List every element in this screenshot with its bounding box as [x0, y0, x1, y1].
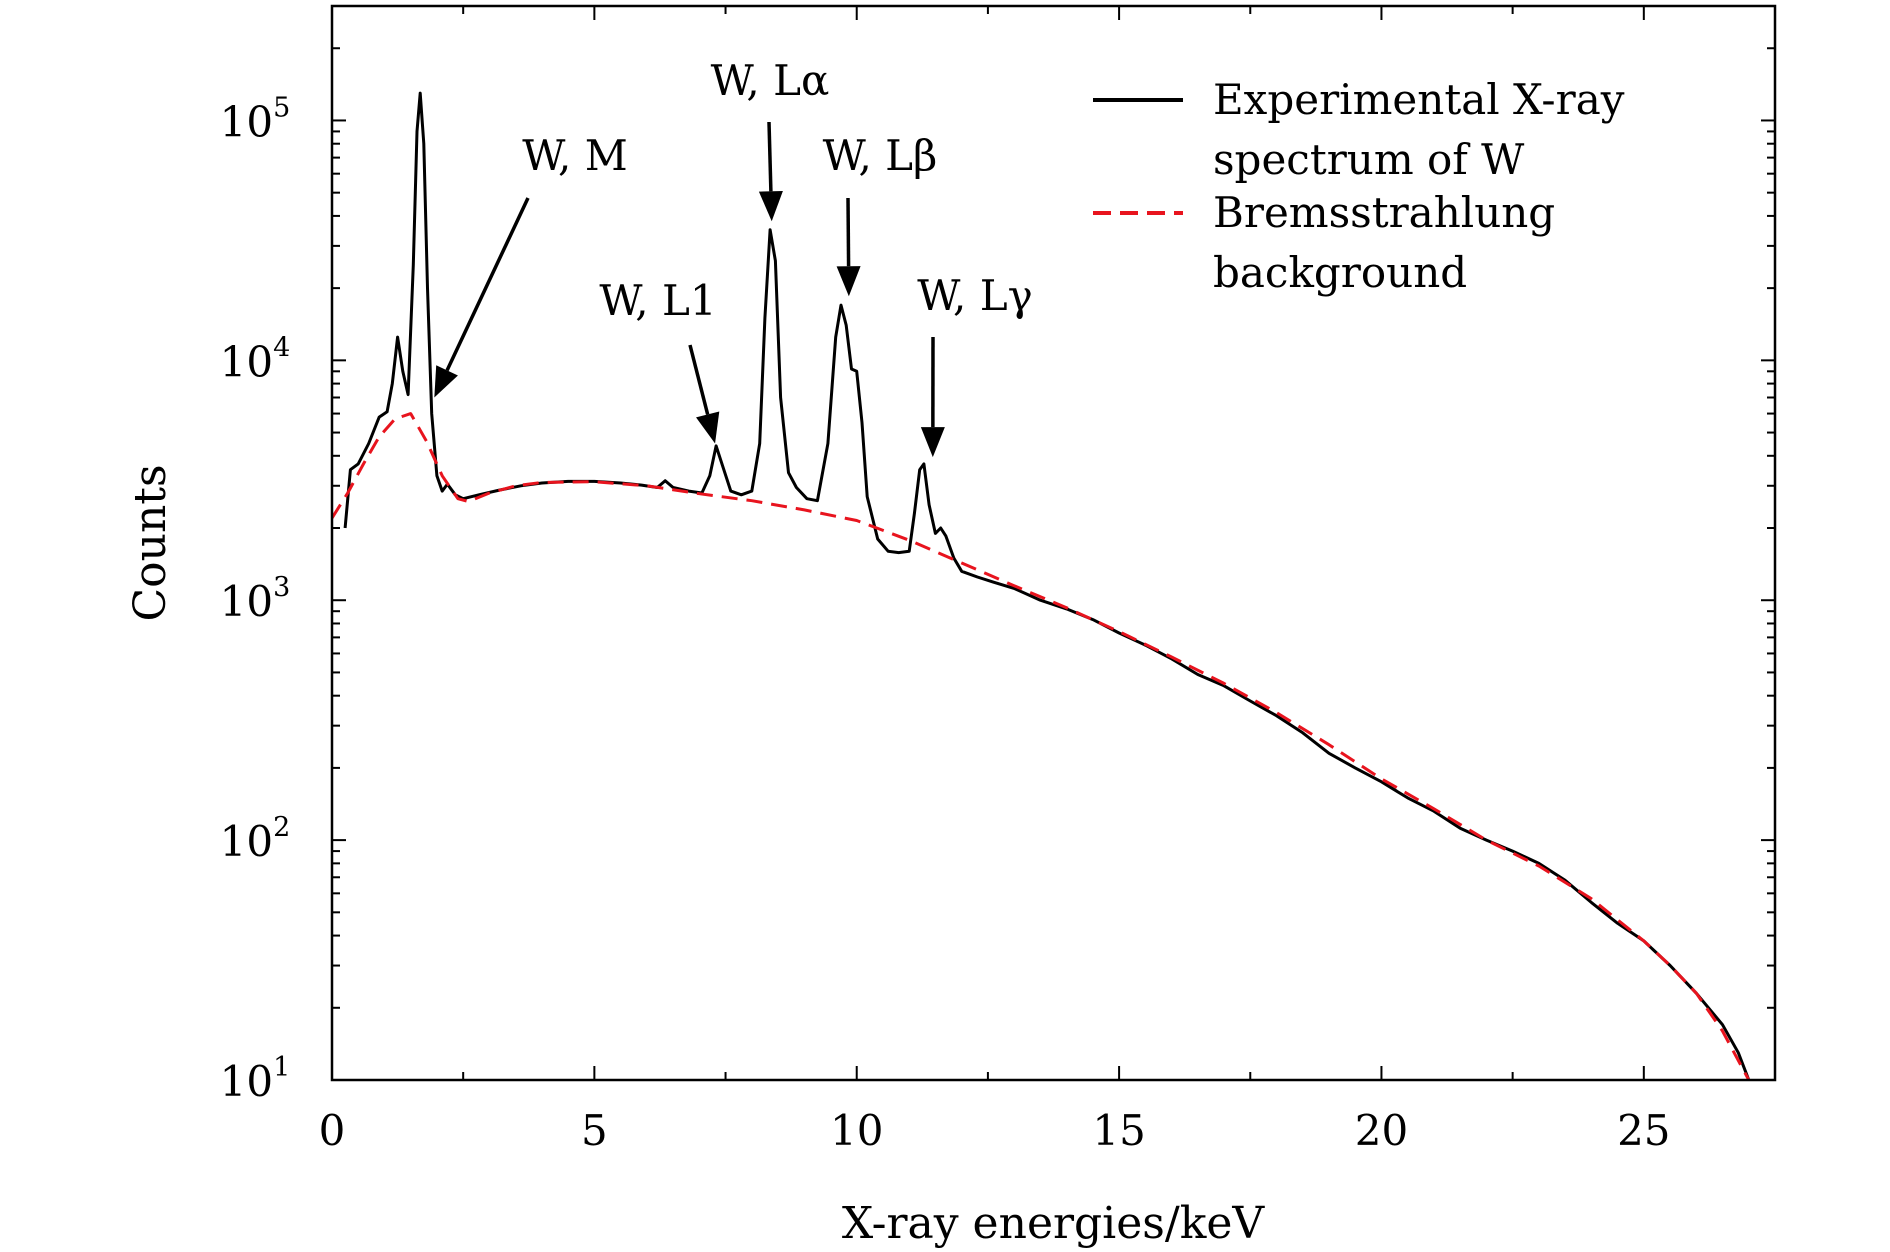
annotation-arrow-shaft	[767, 121, 773, 192]
y-tick-label: 102	[220, 812, 291, 866]
y-axis-label: Counts	[125, 464, 176, 621]
series-line-1	[332, 412, 1751, 1080]
legend-label-bremsstrahlung-1: Bremsstrahlung	[1213, 188, 1555, 237]
series-line-0	[343, 91, 1751, 1080]
annotation-arrow-head	[696, 411, 720, 444]
x-tick-label: 25	[1617, 1106, 1670, 1155]
y-tick-label: 104	[220, 332, 291, 386]
annotation-label: W, M	[522, 131, 628, 180]
series-layer	[332, 91, 1751, 1080]
annotation-label: W, Lγ	[917, 271, 1033, 320]
tick-labels: 0 5 10 15 20 25 101 102 103 104 105	[220, 92, 1671, 1155]
x-tick-label: 5	[581, 1106, 608, 1155]
y-tick-label: 103	[220, 572, 291, 626]
annotation-arrow-shaft	[445, 197, 530, 372]
plot-frame	[330, 4, 1777, 1082]
legend-label-bremsstrahlung-2: background	[1213, 248, 1467, 297]
x-axis-label: X-ray energies/keV	[842, 1198, 1266, 1249]
axis-ticks	[331, 5, 1776, 1081]
annotation-label: W, Lα	[711, 56, 830, 105]
x-tick-label: 20	[1355, 1106, 1408, 1155]
annotation-arrow-head	[434, 365, 458, 398]
annotation-arrow-shaft	[846, 197, 851, 267]
x-tick-label: 15	[1092, 1106, 1145, 1155]
annotation-arrow-head	[758, 190, 783, 222]
y-tick-label: 101	[220, 1052, 291, 1106]
annotation-label: W, L1	[599, 276, 716, 325]
x-tick-label: 0	[319, 1106, 346, 1155]
annotation-arrow-head	[920, 427, 945, 458]
peak-annotations: W, M W, L1 W, Lα W, Lβ W, Lγ	[434, 56, 1033, 458]
annotation-arrow-head	[836, 266, 861, 297]
legend-label-experimental-2: spectrum of W	[1213, 135, 1525, 184]
x-tick-label: 10	[830, 1106, 883, 1155]
legend: Experimental X-ray spectrum of W Bremsst…	[1093, 75, 1625, 297]
annotation-arrow-shaft	[688, 344, 710, 415]
y-tick-label: 105	[220, 92, 291, 146]
legend-label-experimental-1: Experimental X-ray	[1213, 75, 1625, 124]
annotation-label: W, Lβ	[823, 131, 938, 180]
